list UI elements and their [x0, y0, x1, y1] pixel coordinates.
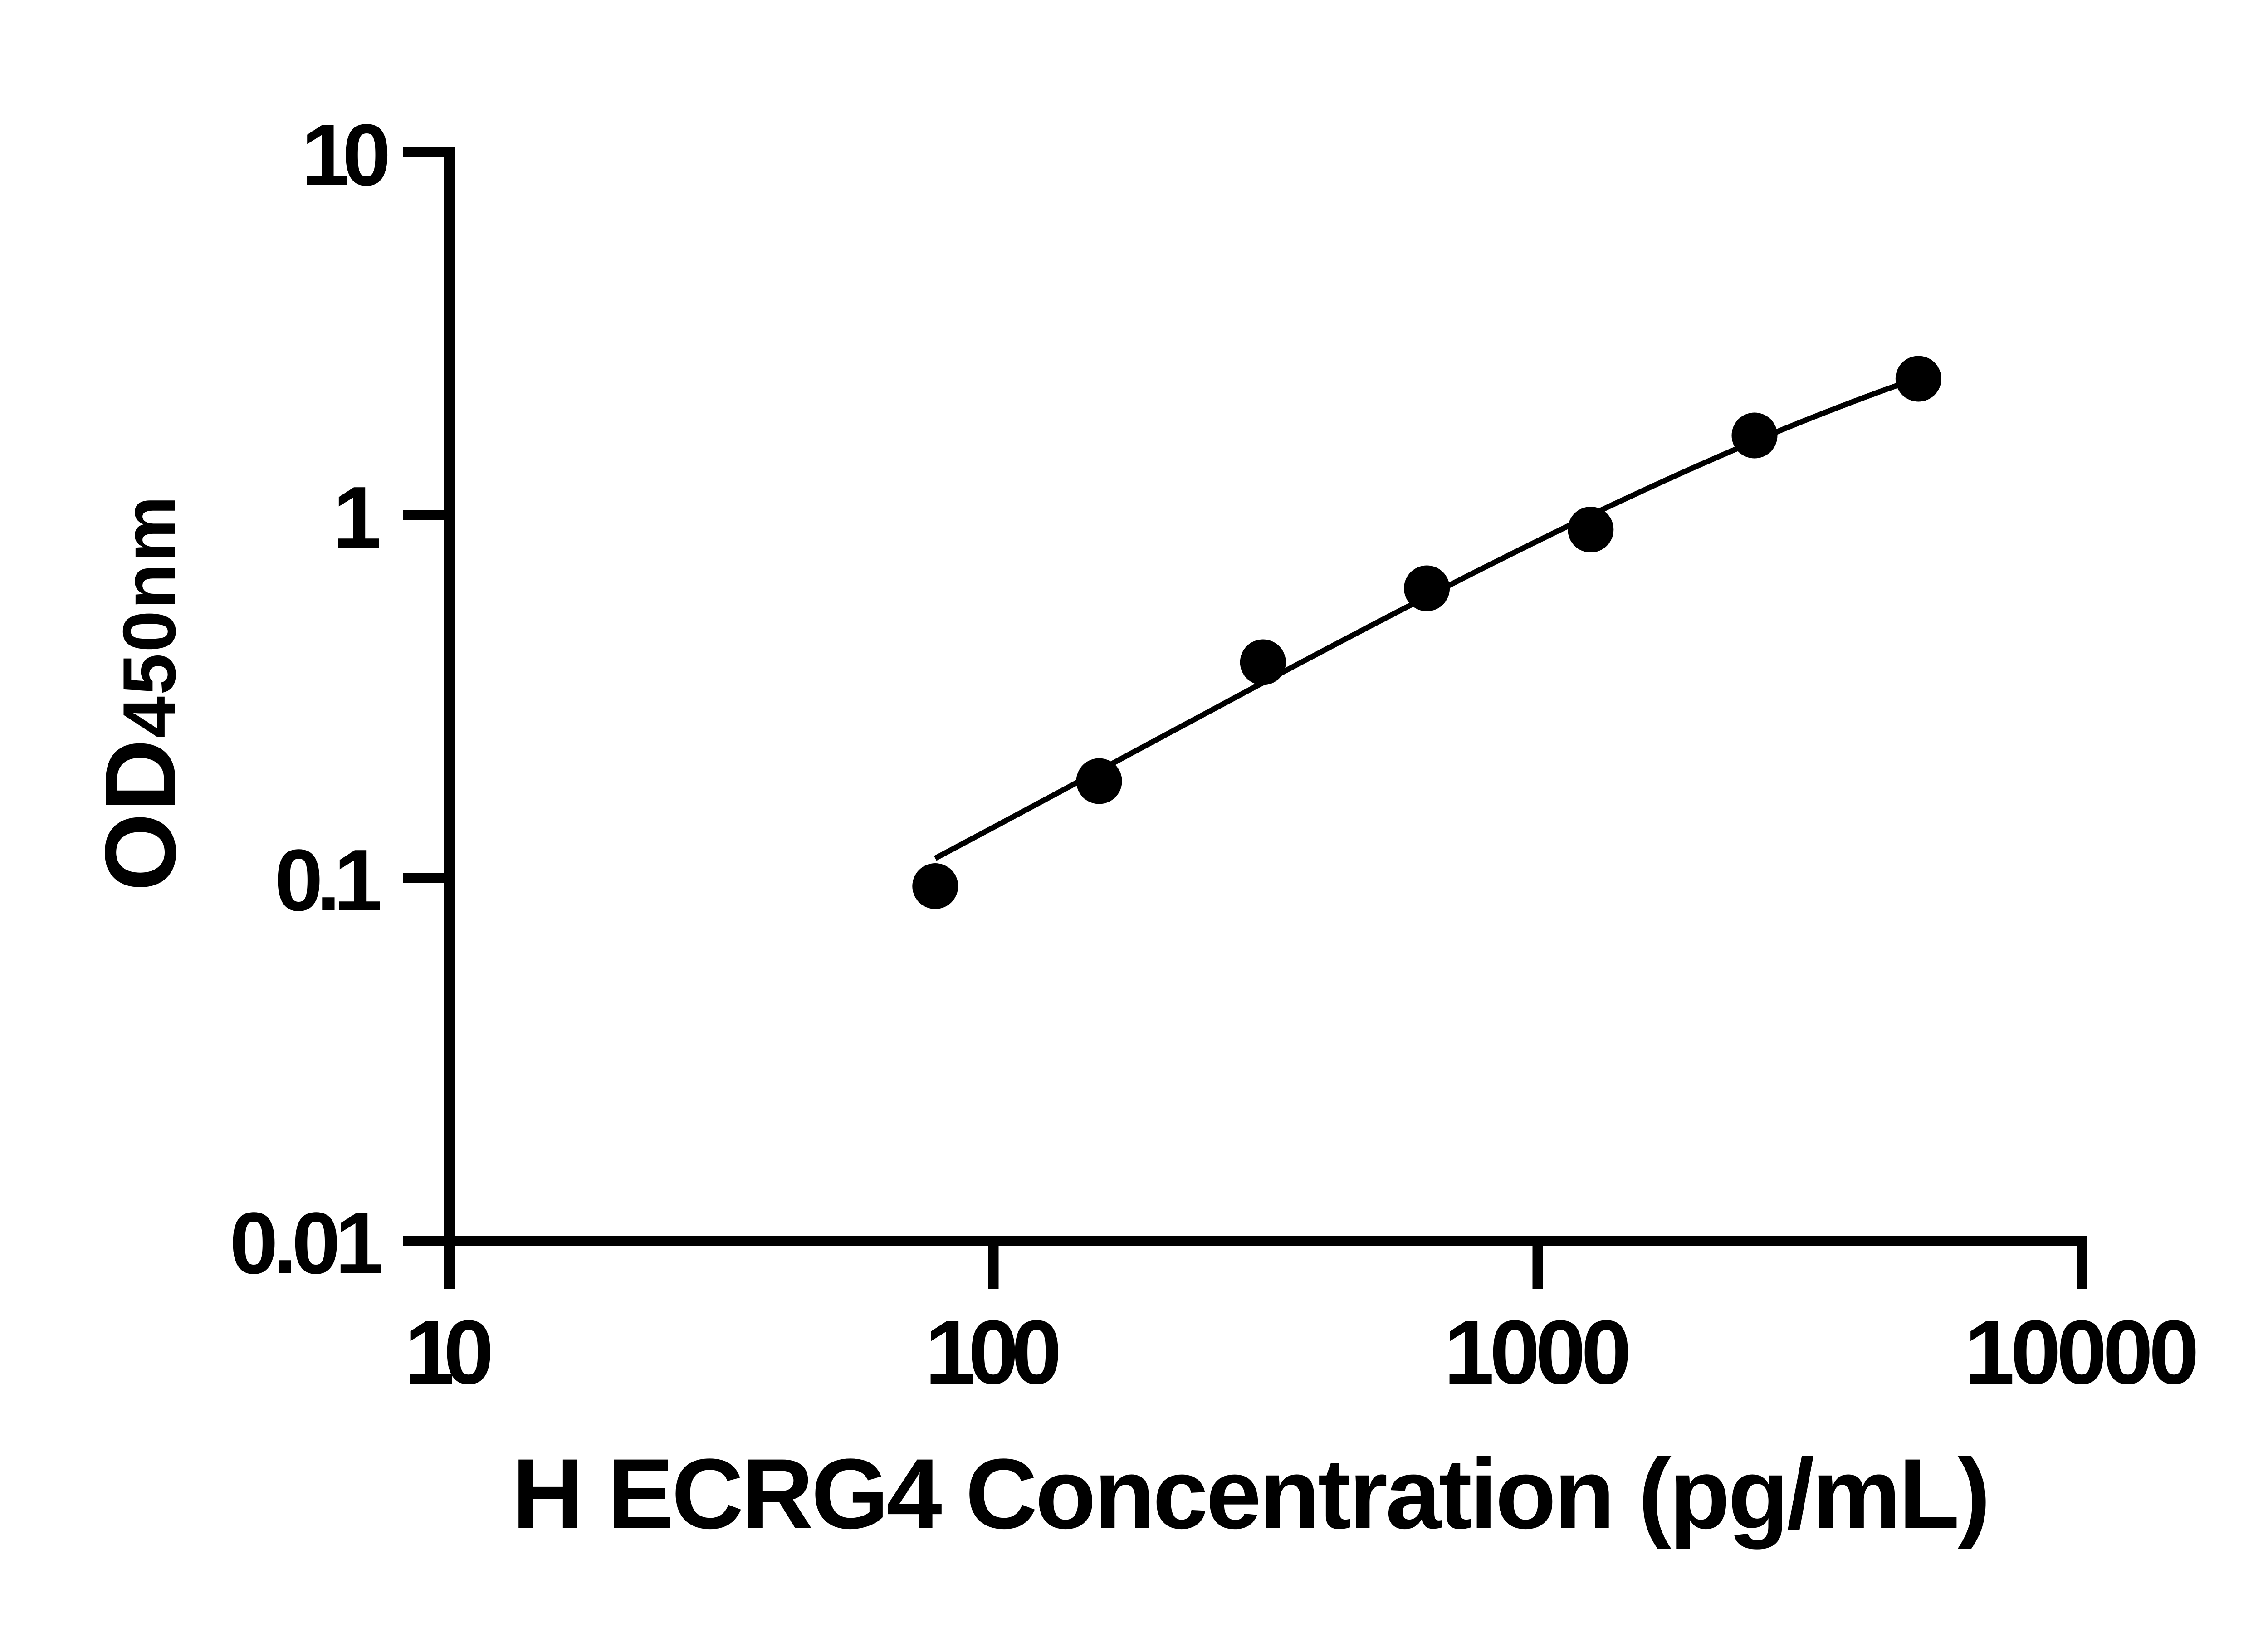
svg-text:1: 1 [333, 468, 381, 566]
svg-text:10000: 10000 [1965, 1302, 2200, 1403]
svg-text:0.1: 0.1 [274, 831, 382, 929]
svg-text:OD450nm: OD450nm [84, 496, 197, 891]
svg-text:0.01: 0.01 [230, 1194, 384, 1292]
svg-text:1000: 1000 [1444, 1302, 1632, 1403]
svg-text:H ECRG4 Concentration (pg/mL): H ECRG4 Concentration (pg/mL) [512, 1438, 1991, 1550]
svg-text:10: 10 [301, 106, 391, 204]
svg-text:100: 100 [925, 1302, 1062, 1403]
svg-text:10: 10 [404, 1302, 494, 1403]
